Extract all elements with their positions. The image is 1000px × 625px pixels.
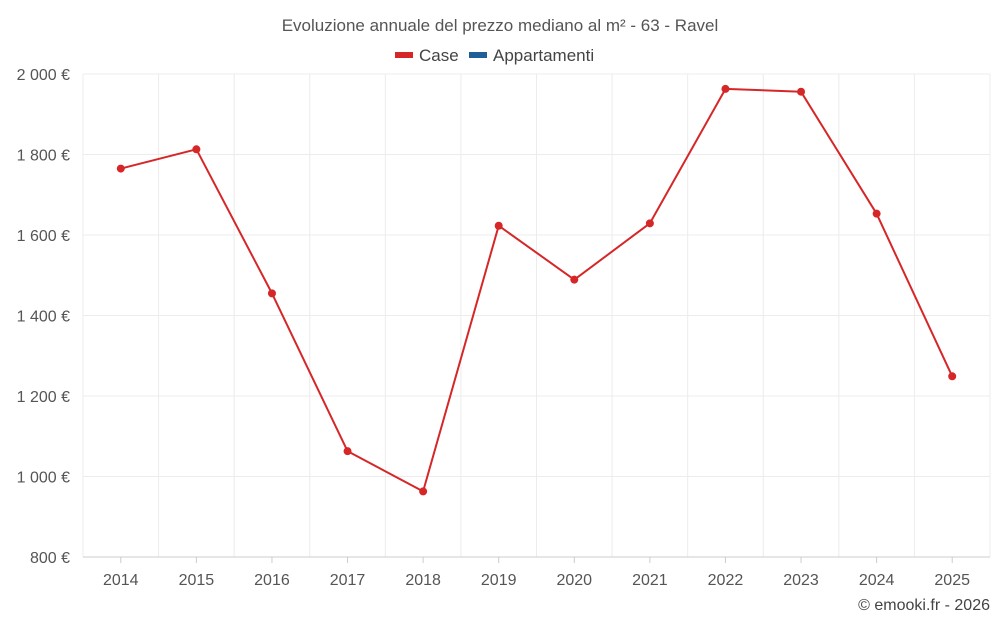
x-tick-label: 2018: [405, 572, 441, 589]
y-tick-label: 1 600 €: [17, 228, 70, 245]
legend-label-appartamenti: Appartamenti: [493, 46, 594, 65]
data-point-2015[interactable]: [192, 145, 201, 154]
legend: Case Appartamenti: [395, 46, 594, 65]
data-point-2019[interactable]: [494, 221, 503, 230]
series-layer: [116, 84, 957, 496]
x-tick-label: 2014: [103, 572, 139, 589]
chart-title: Evoluzione annuale del prezzo mediano al…: [282, 16, 719, 35]
x-tick-label: 2017: [330, 572, 366, 589]
data-point-2023[interactable]: [797, 87, 806, 96]
x-tick-label: 2025: [934, 572, 970, 589]
data-point-2025[interactable]: [948, 372, 957, 381]
legend-item-case[interactable]: Case: [395, 46, 459, 65]
x-tick-label: 2022: [708, 572, 744, 589]
data-point-2020[interactable]: [570, 275, 579, 284]
x-gridlines: [82, 74, 991, 557]
legend-item-appartamenti[interactable]: Appartamenti: [469, 46, 594, 65]
data-point-2016[interactable]: [267, 289, 276, 298]
x-tick-label: 2023: [783, 572, 819, 589]
series-line-case: [120, 87, 954, 493]
data-point-2021[interactable]: [645, 219, 654, 228]
chart-credit: © emooki.fr - 2026: [858, 597, 990, 614]
y-tick-label: 1 800 €: [17, 148, 70, 165]
y-tick-label: 1 200 €: [17, 389, 70, 406]
y-tick-labels: 800 € 1 000 € 1 200 € 1 400 € 1 600 € 1 800 €…: [17, 67, 70, 567]
x-tick-label: 2020: [556, 572, 592, 589]
x-tick-label: 2024: [859, 572, 895, 589]
x-tick-label: 2015: [179, 572, 215, 589]
data-point-2018[interactable]: [419, 487, 428, 496]
y-tick-label: 2 000 €: [17, 67, 70, 84]
legend-swatch-case: [395, 52, 413, 58]
y-tick-label: 800 €: [30, 550, 70, 567]
legend-label-case: Case: [419, 46, 459, 65]
legend-swatch-appartamenti: [469, 52, 487, 58]
data-point-2022[interactable]: [721, 84, 730, 93]
data-point-2017[interactable]: [343, 447, 352, 456]
x-tick-label: 2019: [481, 572, 517, 589]
data-point-2014[interactable]: [116, 164, 125, 173]
x-tick-label: 2021: [632, 572, 668, 589]
y-tick-label: 1 400 €: [17, 309, 70, 326]
y-tick-label: 1 000 €: [17, 470, 70, 487]
x-tick-labels: 2014 2015 2016 2017 2018 2019 2020 2021 2022 2023…: [103, 557, 970, 589]
x-tick-label: 2016: [254, 572, 290, 589]
data-point-2024[interactable]: [872, 209, 881, 218]
